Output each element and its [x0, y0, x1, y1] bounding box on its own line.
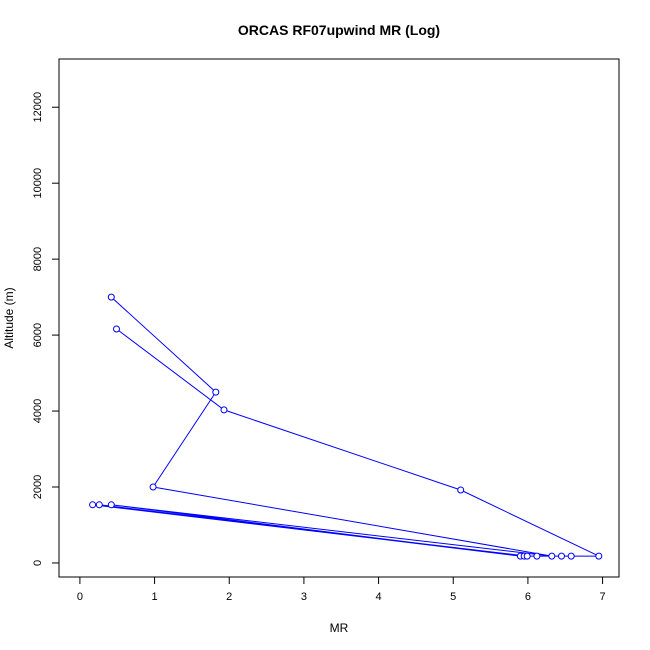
data-point: [558, 552, 565, 560]
data-point: [89, 501, 97, 509]
plot-area: [58, 58, 620, 578]
data-point: [212, 388, 220, 396]
data-point: [548, 552, 556, 560]
data-point: [220, 406, 228, 414]
y-tick-label: 2000: [32, 475, 44, 499]
chart-title: ORCAS RF07upwind MR (Log): [238, 22, 440, 38]
data-point: [113, 325, 120, 333]
y-tick-label: 6000: [32, 323, 44, 347]
data-point: [567, 552, 575, 560]
y-tick-label: 4000: [32, 399, 44, 423]
x-tick-label: 2: [226, 591, 232, 603]
x-tick-label: 4: [376, 591, 382, 603]
data-point: [457, 486, 465, 494]
data-point: [149, 483, 157, 491]
y-tick-label: 0: [32, 560, 44, 566]
data-point: [107, 501, 115, 509]
y-tick-label: 8000: [32, 247, 44, 271]
y-tick-label: 12000: [32, 92, 44, 123]
y-axis-label: Altitude (m): [2, 287, 16, 348]
data-point: [95, 501, 103, 509]
x-tick-label: 3: [301, 591, 307, 603]
x-tick-label: 0: [77, 591, 83, 603]
series-layer: [89, 293, 603, 560]
x-tick-label: 1: [152, 591, 158, 603]
x-tick-label: 5: [450, 591, 456, 603]
data-point: [533, 552, 541, 560]
data-point: [107, 293, 115, 301]
x-tick-label: 6: [525, 591, 531, 603]
x-axis: 0 1 2 3 4 5 6 7: [77, 576, 606, 603]
x-axis-label: MR: [330, 621, 349, 635]
x-tick-label: 7: [600, 591, 606, 603]
series-line: [92, 296, 600, 557]
data-point: [523, 552, 531, 560]
y-tick-label: 10000: [32, 168, 44, 199]
data-point: [595, 552, 603, 560]
y-axis: 0 2000 4000 6000 8000 10000 12000: [32, 92, 60, 566]
